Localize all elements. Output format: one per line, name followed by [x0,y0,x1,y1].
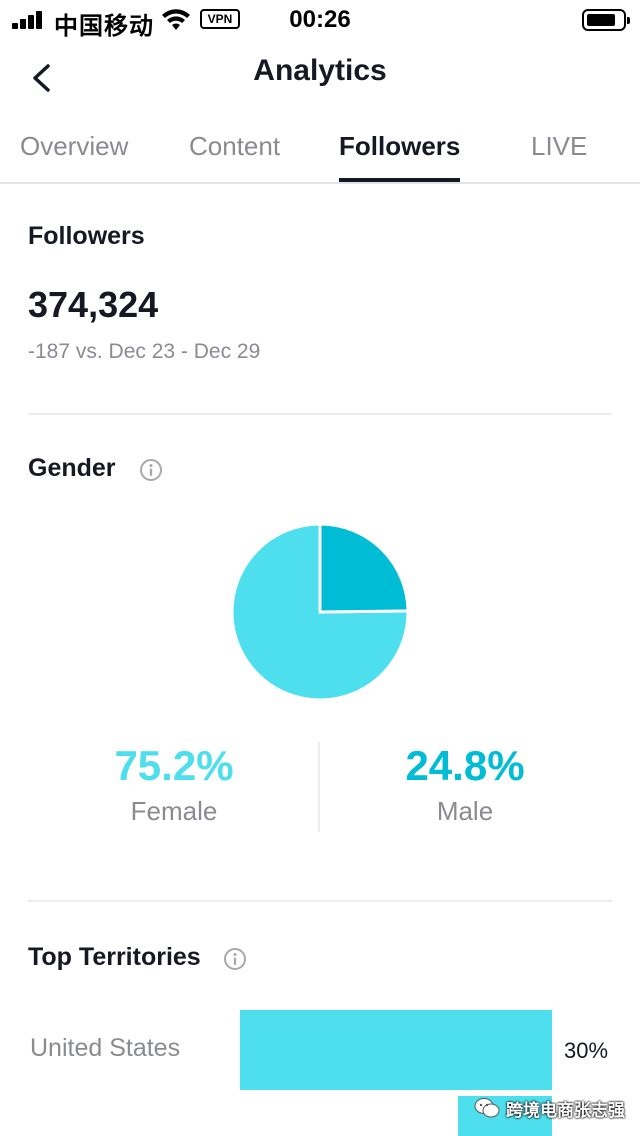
tab-followers[interactable]: Followers [339,131,461,161]
carrier-name: 中国移动 [54,13,154,40]
battery-icon [582,9,630,31]
followers-count: 374,324 [28,284,159,325]
watermark-text: 跨境电商张志强 [506,1100,625,1120]
male-label: Male [436,796,494,826]
male-percent: 24.8% [405,742,525,789]
territory-bar-partial [458,1096,552,1136]
tab-content[interactable]: Content [189,131,281,161]
wechat-icon [474,1098,500,1118]
territory-percent: 30% [564,1038,609,1063]
info-circle-icon[interactable] [139,458,163,482]
top-territories-label: Top Territories [28,943,201,971]
territory-name: United States [30,1034,181,1062]
stat-divider [318,742,320,832]
pie-slice-male [318,522,410,614]
followers-label: Followers [28,222,145,250]
active-tab-indicator [339,178,460,182]
male-stat: 24.8% Male [315,742,615,827]
gender-pie-chart [230,522,410,702]
tab-overview[interactable]: Overview [20,131,129,161]
section-divider [28,413,612,415]
female-percent: 75.2% [114,742,234,789]
clock: 00:26 [289,6,351,33]
gender-label: Gender [28,454,116,482]
followers-change: -187 vs. Dec 23 - Dec 29 [28,340,261,363]
info-circle-icon[interactable] [223,947,247,971]
tab-bar: Overview Content Followers LIVE [0,118,640,184]
back-button[interactable] [22,56,62,100]
cellular-signal-icon [12,11,46,29]
page-title: Analytics [253,54,387,87]
tab-live[interactable]: LIVE [531,131,588,161]
status-bar: 中国移动 VPN 00:26 [0,0,640,40]
female-label: Female [130,796,218,826]
wifi-icon [162,9,190,30]
female-stat: 75.2% Female [24,742,324,827]
vpn-badge: VPN [200,9,240,29]
chevron-left-icon [33,64,50,92]
section-divider [28,900,612,902]
watermark: 跨境电商张志强 [474,1095,625,1121]
territory-bar [240,1010,552,1090]
